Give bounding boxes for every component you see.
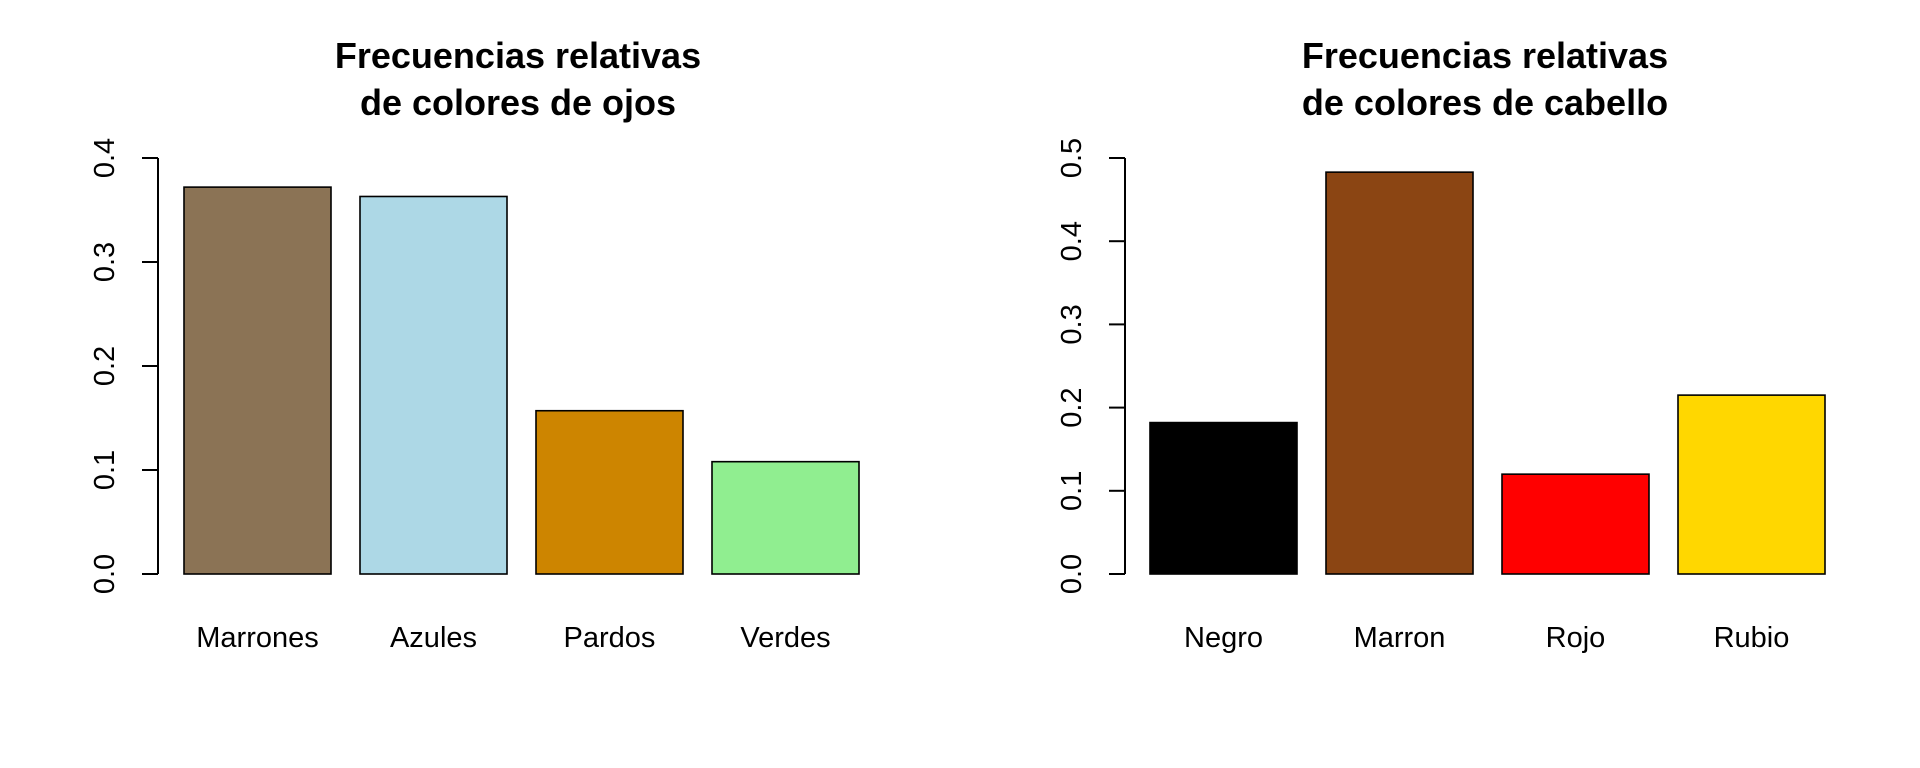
category-label: Rojo [1546,622,1606,654]
bar-azules [359,195,508,575]
hair-color-chart: Frecuencias relativas de colores de cabe… [1056,35,1826,654]
chart-title-line-2: de colores de cabello [1302,82,1668,123]
y-tick-label: 0.4 [89,138,121,178]
y-tick-label: 0.3 [89,242,121,282]
category-label: Negro [1184,622,1263,654]
category-label: Verdes [740,622,830,654]
y-tick-label: 0.1 [89,450,121,490]
y-tick-label: 0.3 [1056,304,1088,344]
y-tick-label: 0.4 [1056,221,1088,261]
category-label: Azules [390,622,477,654]
category-label: Pardos [564,622,656,654]
bar-rojo [1501,473,1650,575]
y-tick-label: 0.0 [1056,554,1088,594]
bar-negro [1149,421,1298,575]
bar-pardos [535,409,684,575]
category-label: Marron [1354,622,1446,654]
y-tick-label: 0.5 [1056,138,1088,178]
category-label: Rubio [1714,622,1790,654]
category-label: Marrones [196,622,319,654]
chart-title-line-2: de colores de ojos [360,82,676,123]
y-tick-label: 0.2 [1056,387,1088,427]
bar-rubio [1677,394,1826,575]
y-tick-label: 0.1 [1056,471,1088,511]
y-tick-label: 0.0 [89,554,121,594]
chart-title-line-1: Frecuencias relativas [335,35,701,76]
y-tick-label: 0.2 [89,346,121,386]
bar-marrones [183,186,332,575]
eye-color-chart: Frecuencias relativas de colores de ojos… [89,35,860,654]
bar-marron [1325,171,1474,575]
chart-title-line-1: Frecuencias relativas [1302,35,1668,76]
bar-verdes [711,460,860,575]
